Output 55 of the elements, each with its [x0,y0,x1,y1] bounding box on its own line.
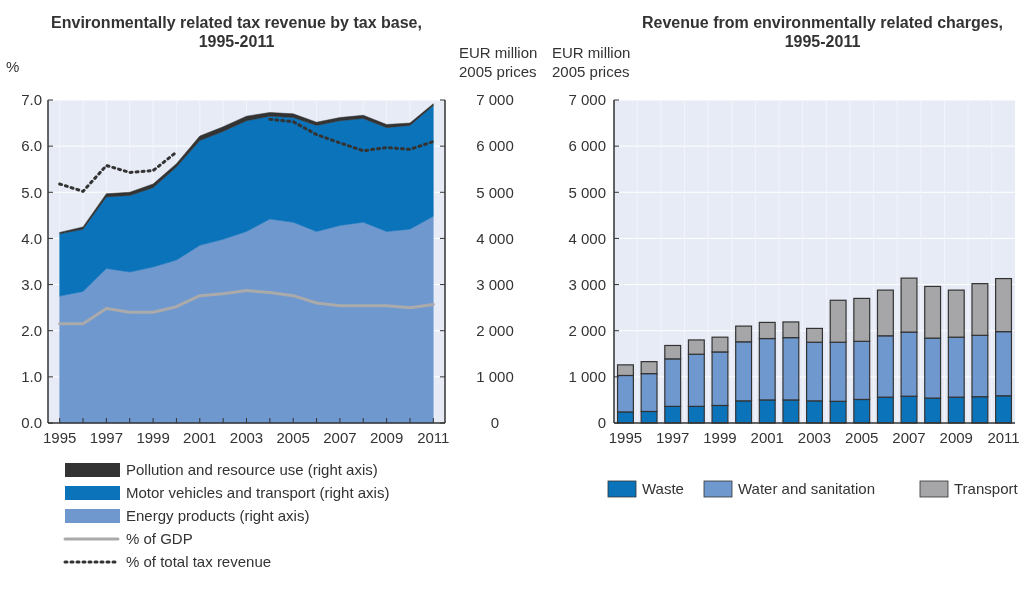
chart-title: Environmentally related tax revenue by tax base, 1995-2011 [51,14,422,50]
x-tick-label: 2001 [183,429,217,446]
y-tick-label: 6 000 [568,137,606,155]
legend-label: % of GDP [126,530,193,548]
x-tick-label: 2001 [750,429,784,446]
y2-tick-label: 1 000 [476,368,514,386]
y2-tick-label: 5 000 [476,183,514,201]
y-tick-label: 5.0 [21,183,42,201]
x-tick-label: 1997 [656,429,690,446]
legend-label: Motor vehicles and transport (right axis) [126,484,390,502]
y-tick-label: 7 000 [568,91,606,109]
legend-label: Waste [642,480,684,498]
legend-label: Pollution and resource use (right axis) [126,461,378,479]
x-tick-label: 1997 [89,429,124,446]
legend-label: Energy products (right axis) [126,507,310,525]
y-axis-title: % [6,58,20,75]
x-tick-label: 2007 [892,429,926,446]
x-tick-label: 2011 [987,429,1020,446]
y2-tick-label: 6 000 [476,137,514,155]
x-tick-label: 2009 [939,429,973,446]
y2-tick-label: 2 000 [476,321,514,339]
y2-tick-label: 7 000 [476,91,514,109]
y-tick-label: 0.0 [21,414,42,432]
x-tick-label: 2007 [323,429,357,446]
y-tick-label: 5 000 [568,183,606,201]
y2-axis-title: EUR million 2005 prices [459,44,538,80]
y-tick-label: 2.0 [21,321,42,339]
x-tick-label: 2009 [369,429,404,446]
chart-title: Revenue from environmentally related charges, 1995-2011 [641,14,1004,50]
y-axis-title: EUR million 2005 prices [552,44,631,80]
y-tick-label: 4 000 [568,229,606,247]
x-tick-label: 2003 [229,429,264,446]
y-tick-label: 7.0 [21,91,42,109]
x-tick-label: 1995 [42,429,77,446]
y-tick-label: 1 000 [568,368,606,386]
y-tick-label: 1.0 [21,368,42,386]
legend-label: % of total tax revenue [126,553,272,571]
y-tick-label: 0 [597,414,606,432]
y-tick-label: 4.0 [21,229,42,247]
legend-label: Transport [954,480,1019,498]
x-tick-label: 2003 [797,429,832,446]
y2-tick-label: 0 [490,414,500,432]
legend-label: Water and sanitation [738,480,876,498]
y2-tick-label: 3 000 [476,275,514,293]
x-tick-label: 2011 [417,429,450,446]
y-tick-label: 3 000 [568,275,606,293]
x-tick-label: 1999 [136,429,170,446]
x-tick-label: 2005 [845,429,879,446]
y2-tick-label: 4 000 [476,229,514,247]
y-tick-label: 6.0 [21,137,42,155]
x-tick-label: 1999 [703,429,737,446]
x-tick-label: 1995 [608,429,643,446]
x-tick-label: 2005 [276,429,310,446]
y-tick-label: 3.0 [21,275,42,293]
y-tick-label: 2 000 [568,321,606,339]
